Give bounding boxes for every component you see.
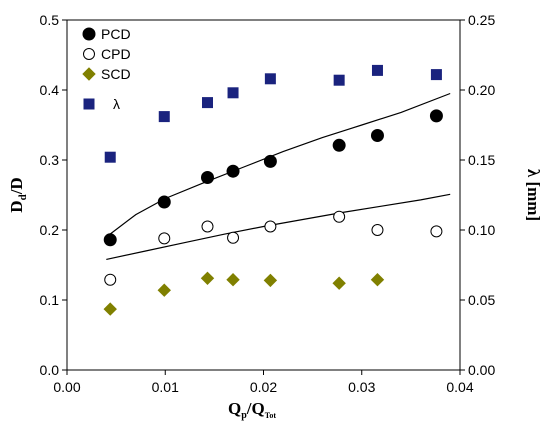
legend-label-pcd: PCD: [101, 26, 131, 42]
x-axis-title: Qp/QTot: [228, 399, 276, 421]
y-axis-right-title: λ [mm]: [524, 169, 543, 221]
point-cpd: [227, 231, 240, 244]
point-cpd: [158, 232, 171, 245]
point-pcd: [103, 233, 117, 247]
y-right-tick-label: 0.25: [468, 12, 495, 28]
trend-line-2: [106, 193, 451, 260]
y-right-tick-label: 0.10: [468, 222, 495, 238]
y-left-tick-label: 0.0: [40, 362, 60, 378]
point-scd: [226, 272, 240, 287]
x-tick-label: 0.01: [152, 379, 179, 395]
x-tick-label: 0.02: [250, 379, 277, 395]
y-left-tick-label: 0.2: [40, 222, 60, 238]
point-lambda: [333, 74, 345, 86]
data-markers: [103, 64, 443, 316]
point-lambda: [104, 151, 116, 163]
y-left-tick-label: 0.3: [40, 152, 60, 168]
axes-layer: 0.00 0.01 0.02 0.03 0.04 0.0 0.1 0.2 0.3 0.4 0.5 0.…: [40, 12, 496, 395]
point-pcd: [332, 138, 346, 152]
legend-label-cpd: CPD: [101, 46, 131, 62]
point-cpd: [371, 224, 384, 236]
point-lambda: [227, 87, 239, 99]
point-scd: [370, 272, 385, 287]
point-scd: [263, 273, 278, 288]
point-cpd: [201, 220, 214, 233]
point-cpd: [430, 225, 443, 238]
y-left-tick-label: 0.5: [40, 12, 60, 28]
point-pcd: [263, 154, 277, 168]
point-scd: [103, 302, 117, 316]
point-lambda: [158, 111, 170, 123]
point-scd: [200, 271, 215, 286]
x-tick-label: 0.04: [446, 379, 473, 395]
legend-marker-scd: [82, 67, 96, 81]
point-cpd: [333, 210, 346, 223]
y-left-tick-label: 0.4: [40, 82, 60, 98]
y-right-tick-label: 0.20: [468, 82, 495, 98]
point-lambda: [201, 97, 213, 109]
y-right-tick-label: 0.15: [468, 152, 495, 168]
point-lambda: [430, 69, 442, 81]
point-pcd: [370, 129, 384, 142]
y-right-tick-label: 0.00: [468, 362, 495, 378]
legend-marker-cpd: [83, 48, 95, 60]
y-right-tick-label: 0.05: [468, 292, 495, 308]
y-left-tick-label: 0.1: [40, 292, 60, 308]
point-scd: [332, 276, 346, 290]
x-tick-label: 0.03: [348, 379, 375, 395]
trend-line-1: [105, 92, 451, 238]
point-cpd: [264, 220, 277, 233]
point-pcd: [200, 171, 214, 184]
legend: PCD CPD SCD λ: [82, 26, 131, 112]
point-pcd: [157, 195, 171, 209]
point-lambda: [371, 64, 383, 76]
point-pcd: [226, 164, 240, 178]
legend-marker-lambda: [83, 98, 95, 110]
point-pcd: [429, 109, 443, 123]
legend-label-scd: SCD: [101, 66, 131, 82]
legend-marker-pcd: [82, 27, 96, 41]
point-scd: [157, 283, 171, 297]
trend-lines: [105, 92, 451, 260]
point-lambda: [264, 73, 276, 85]
point-cpd: [104, 273, 117, 286]
y-axis-left-title: Dd/D: [7, 177, 29, 212]
legend-label-lambda: λ: [113, 96, 120, 112]
x-tick-label: 0.00: [53, 379, 80, 395]
